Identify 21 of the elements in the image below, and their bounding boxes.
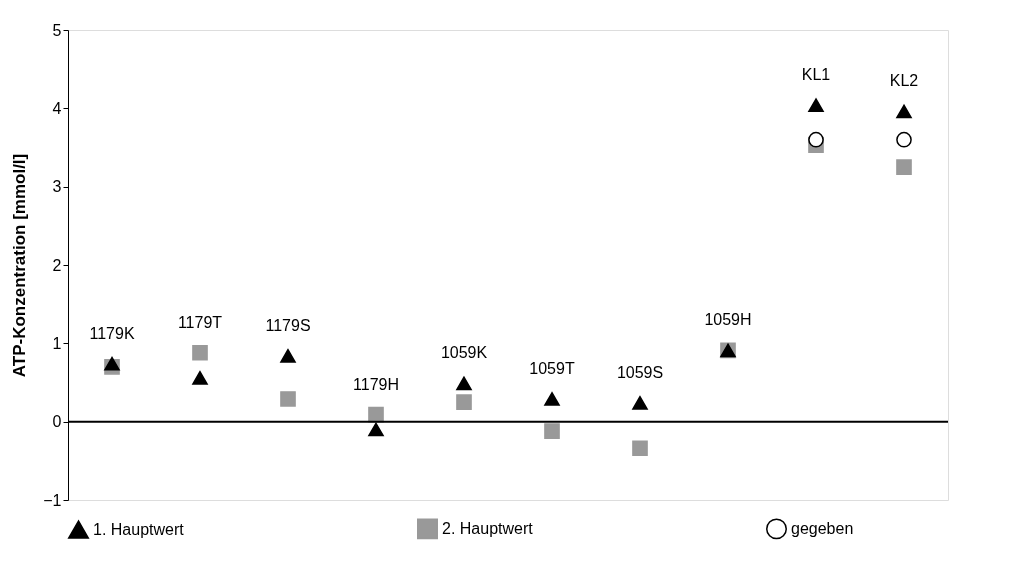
y-tick-label: 0 <box>52 413 62 431</box>
x-tick-label: 1059K <box>440 344 488 362</box>
y-tick-label: 4 <box>52 99 62 117</box>
y-tick-label: 1 <box>52 334 62 352</box>
x-tick-label: KL1 <box>801 66 831 84</box>
x-tick-label: 1059S <box>616 363 664 381</box>
x-tick-label: 1059T <box>529 359 575 377</box>
legend-label: 2. Hauptwert <box>442 519 534 537</box>
x-tick-label: 1179S <box>265 316 311 334</box>
x-tick-label: KL2 <box>889 72 919 90</box>
y-tick-label: 5 <box>52 21 62 39</box>
x-tick-label: 1179K <box>89 324 135 342</box>
x-tick-label: 1179H <box>353 375 399 393</box>
x-tick-label: 1059H <box>704 311 752 329</box>
y-axis-title: ATP-Konzentration [mmol/l] <box>10 153 30 378</box>
y-tick-label: 3 <box>52 178 62 196</box>
y-tick-label: 2 <box>52 256 62 274</box>
x-tick-label: 1179T <box>177 313 223 331</box>
y-tick-label: −1 <box>43 491 62 509</box>
legend-label: gegeben <box>791 519 854 537</box>
legend-label: 1. Hauptwert <box>93 520 185 538</box>
